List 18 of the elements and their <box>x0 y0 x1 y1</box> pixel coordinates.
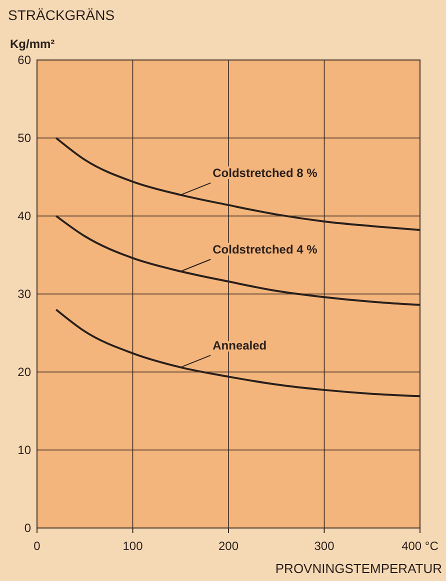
y-tick-label: 10 <box>18 443 32 457</box>
x-tick-label: 400 °C <box>402 539 439 553</box>
x-tick-label: 100 <box>122 539 144 553</box>
y-tick-label: 30 <box>18 287 32 301</box>
y-tick-label: 50 <box>18 131 32 145</box>
x-tick-label: 0 <box>34 539 41 553</box>
x-axis-title: PROVNINGSTEMPERATUR <box>275 561 442 576</box>
y-axis-title: Kg/mm² <box>10 37 55 51</box>
x-tick-label: 200 <box>218 539 239 553</box>
y-tick-label: 60 <box>18 53 32 67</box>
line-series <box>55 137 421 232</box>
x-tick-label: 300 <box>314 539 335 553</box>
chart-title: STRÄCKGRÄNS <box>8 7 115 23</box>
y-tick-label: 40 <box>18 209 32 223</box>
y-tick-label: 0 <box>24 521 32 535</box>
y-tick-label: 20 <box>18 365 32 379</box>
line-series <box>55 215 421 306</box>
line-series <box>55 308 421 398</box>
